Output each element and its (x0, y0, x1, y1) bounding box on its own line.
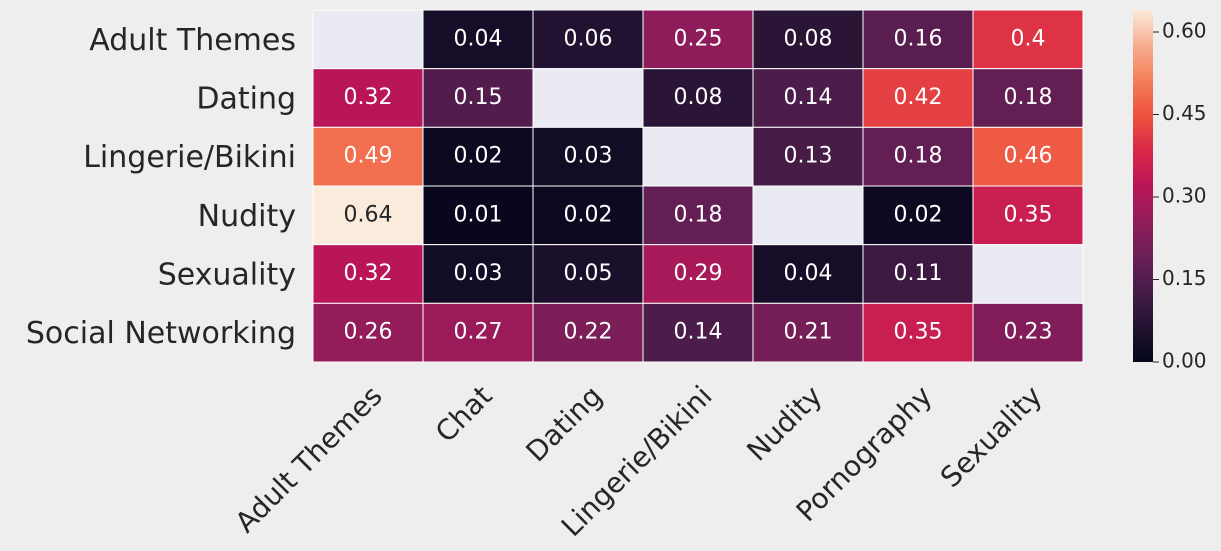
cell-label: 0.18 (1004, 85, 1053, 110)
colorbar-tick-label: 0.00 (1162, 349, 1207, 373)
cell-label: 0.23 (1004, 320, 1053, 345)
cell-label: 0.27 (454, 320, 503, 345)
cell-label: 0.29 (674, 261, 723, 286)
cell-label: 0.02 (894, 202, 943, 227)
cell-label: 0.32 (344, 261, 393, 286)
cell-label: 0.08 (674, 85, 723, 110)
cell-label: 0.22 (564, 320, 613, 345)
cell (752, 68, 864, 128)
cell-label: 0.4 (1011, 26, 1046, 51)
colorbar-tick-label: 0.15 (1162, 266, 1207, 290)
x-tick-label: Chat (429, 379, 499, 449)
empty-cell (752, 185, 864, 246)
cell-label: 0.03 (454, 261, 503, 286)
cell-label: 0.21 (784, 320, 833, 345)
cell-label: 0.05 (564, 261, 613, 286)
cell-label: 0.18 (674, 202, 723, 227)
cell-label: 0.13 (784, 144, 833, 169)
cell (862, 185, 974, 246)
empty-cell (972, 244, 1084, 304)
cell (752, 126, 864, 187)
cell-label: 0.18 (894, 144, 943, 169)
cell-label: 0.06 (564, 26, 613, 51)
cell (752, 9, 864, 70)
cell (642, 302, 754, 363)
cell (312, 302, 424, 363)
cell (862, 126, 974, 187)
cell-label: 0.02 (454, 144, 503, 169)
cell (862, 9, 974, 70)
colorbar (1133, 10, 1153, 362)
cell-label: 0.46 (1004, 144, 1053, 169)
cell-label: 0.04 (454, 26, 503, 51)
cell (532, 244, 644, 304)
colorbar-tick-label: 0.45 (1162, 101, 1207, 125)
cell (422, 126, 534, 187)
cell-label: 0.35 (894, 320, 943, 345)
x-tick-label: Nudity (740, 379, 828, 467)
y-tick-label: Lingerie/Bikini (83, 140, 296, 175)
empty-cell (312, 9, 424, 70)
empty-cell (532, 68, 644, 128)
cell (972, 185, 1084, 246)
y-tick-label: Social Networking (26, 316, 296, 351)
cell (312, 185, 424, 246)
cell-label: 0.35 (1004, 202, 1053, 227)
cell-label: 0.26 (344, 320, 393, 345)
colorbar-tick-label: 0.30 (1162, 184, 1207, 208)
y-tick-label: Nudity (198, 199, 296, 234)
cell-label: 0.32 (344, 85, 393, 110)
cell-label: 0.64 (344, 202, 393, 227)
cell (642, 185, 754, 246)
cell-label: 0.49 (344, 144, 393, 169)
cell (642, 9, 754, 70)
cell-label: 0.14 (674, 320, 723, 345)
cell (422, 9, 534, 70)
colorbar-tick-label: 0.60 (1162, 19, 1207, 43)
cell (532, 185, 644, 246)
cell (862, 302, 974, 363)
cell-label: 0.25 (674, 26, 723, 51)
y-tick-label: Adult Themes (89, 23, 296, 58)
cell-label: 0.11 (894, 261, 943, 286)
cell (972, 302, 1084, 363)
cell-label: 0.15 (454, 85, 503, 110)
cell (752, 302, 864, 363)
cell-label: 0.04 (784, 261, 833, 286)
cell-label: 0.02 (564, 202, 613, 227)
x-tick-label: Dating (520, 379, 609, 468)
cell (422, 68, 534, 128)
cell (642, 244, 754, 304)
x-tick-label: Sexuality (934, 379, 1049, 494)
x-tick-label: Adult Themes (229, 379, 389, 539)
cell (532, 9, 644, 70)
cell-label: 0.01 (454, 202, 503, 227)
cell-label: 0.42 (894, 85, 943, 110)
y-tick-label: Dating (196, 82, 296, 117)
empty-cell (642, 126, 754, 187)
cell (972, 126, 1084, 187)
y-tick-label: Sexuality (158, 258, 296, 293)
cell (972, 9, 1084, 70)
cell-label: 0.16 (894, 26, 943, 51)
cell (312, 126, 424, 187)
cell (752, 244, 864, 304)
cell (972, 68, 1084, 128)
cell-label: 0.14 (784, 85, 833, 110)
cell (422, 185, 534, 246)
cell-label: 0.03 (564, 144, 613, 169)
cell (312, 244, 424, 304)
cell-label: 0.08 (784, 26, 833, 51)
